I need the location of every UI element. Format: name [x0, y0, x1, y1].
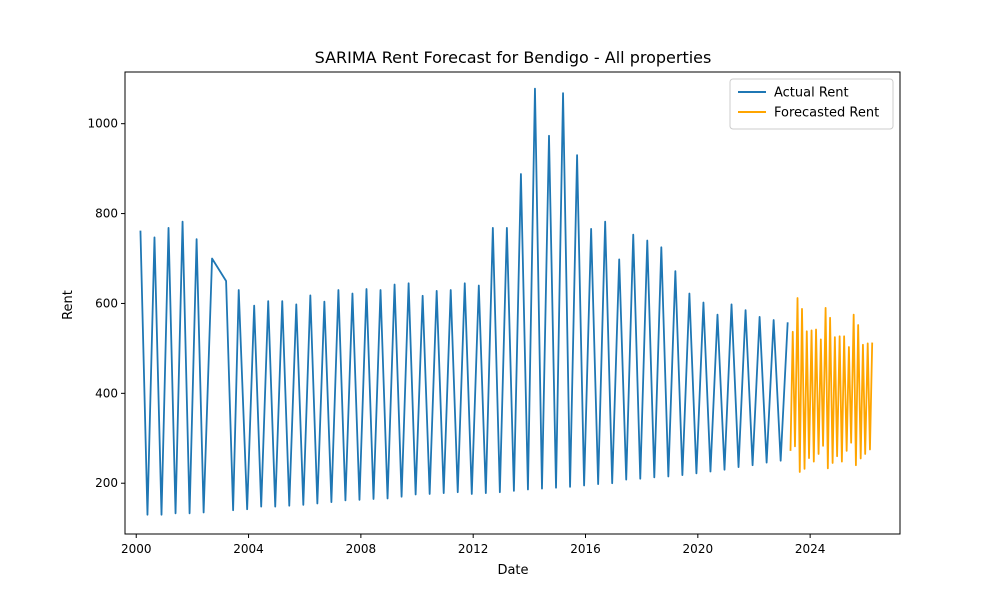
y-tick-label: 400 [95, 386, 118, 400]
series-line-actual-rent [139, 87, 789, 516]
x-tick-label: 2008 [346, 542, 377, 556]
x-axis-label: Date [497, 563, 528, 578]
legend-entry: Forecasted Rent [774, 106, 879, 121]
plot-area: 2000 2004 2008 2012 2016 2020 2024 200 400 600 800… [87, 71, 901, 556]
x-tick-label: 2004 [233, 542, 264, 556]
legend-box [729, 78, 894, 130]
y-tick-label: 800 [95, 207, 118, 221]
x-tick-label: 2024 [795, 542, 826, 556]
y-tick-label: 200 [95, 476, 118, 490]
y-tick-label: 1000 [87, 117, 118, 131]
chart-title: SARIMA Rent Forecast for Bendigo - All p… [315, 48, 712, 67]
series-line-forecasted-rent [789, 297, 874, 473]
x-tick-label: 2020 [683, 542, 714, 556]
y-axis-label: Rent [61, 290, 76, 320]
legend: Actual Rent Forecasted Rent [729, 78, 894, 130]
x-tick-label: 2012 [458, 542, 489, 556]
legend-entry: Actual Rent [774, 86, 849, 101]
y-tick-label: 600 [95, 296, 118, 310]
x-tick-label: 2000 [121, 542, 152, 556]
x-tick-label: 2016 [570, 542, 601, 556]
